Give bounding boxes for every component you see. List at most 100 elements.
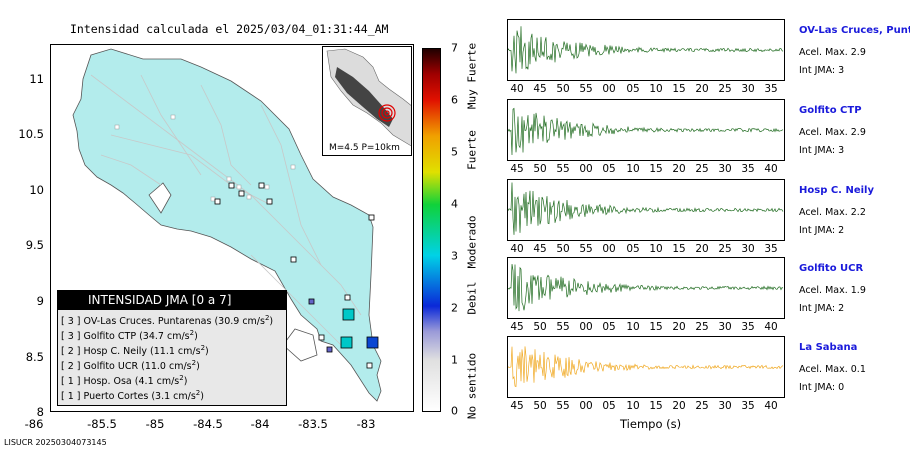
legend-level: [ 2 ] [61, 346, 81, 358]
time-tick: 40 [764, 321, 778, 333]
time-tick: 10 [626, 163, 640, 175]
legend-station: OV-Las Cruces. Puntarenas [83, 316, 212, 328]
legend-row: [ 1 ] Puerto Cortes (3.1 cm/s2) [61, 389, 204, 402]
time-tick: 25 [718, 83, 732, 95]
time-tick: 00 [579, 400, 593, 412]
colorbar-tick: 3 [451, 249, 458, 263]
colorbar-tick: 4 [451, 197, 458, 211]
waveform-line [508, 346, 784, 388]
intensity-colorbar [422, 48, 441, 412]
station-jma-intensity: Int JMA: 3 [799, 65, 845, 76]
category-debil: Debil [465, 281, 479, 315]
time-tick: 30 [718, 321, 732, 333]
map-title: Intensidad calculada el 2025/03/04_01:31… [70, 22, 389, 36]
y-tick: 9 [36, 294, 44, 308]
time-tick: 20 [672, 321, 686, 333]
time-tick: 30 [741, 83, 755, 95]
waveform-line [508, 26, 784, 74]
y-tick: 8.5 [25, 350, 44, 364]
legend-close: ) [196, 361, 200, 373]
time-tick: 35 [764, 83, 778, 95]
time-tick: 30 [718, 163, 732, 175]
gulf-of-nicoya [148, 182, 172, 214]
station-name: Golfito UCR [799, 263, 864, 274]
legend-row: [ 1 ] Hosp. Osa (4.1 cm/s2) [61, 374, 187, 387]
legend-unit-exponent: 2 [195, 389, 201, 397]
station-name: Hosp C. Neily [799, 185, 874, 196]
x-tick: -85.5 [87, 417, 117, 431]
time-tick: 55 [579, 243, 593, 255]
trace-time-ticks: 45 50 55 00 05 10 15 20 25 30 35 40 [507, 321, 785, 335]
land-area [72, 48, 382, 402]
legend-level: [ 3 ] [61, 316, 81, 328]
colorbar-gradient [423, 49, 440, 411]
time-tick: 15 [649, 400, 663, 412]
time-tick: 05 [602, 400, 616, 412]
time-tick: 55 [556, 321, 570, 333]
time-tick: 20 [672, 163, 686, 175]
time-tick: 50 [556, 83, 570, 95]
legend-value: (11.1 cm/s [150, 346, 201, 358]
time-tick: 20 [695, 243, 709, 255]
time-tick: 35 [741, 400, 755, 412]
trace-panel [507, 19, 785, 81]
waveform [508, 346, 784, 388]
time-tick: 00 [579, 163, 593, 175]
legend-row: [ 2 ] Golfito UCR (11.0 cm/s2) [61, 359, 200, 372]
time-tick: 30 [741, 243, 755, 255]
time-tick: 35 [741, 321, 755, 333]
legend-unit-exponent: 2 [189, 329, 195, 337]
epicenter-icon [378, 104, 396, 122]
station-max-accel: Acel. Max. 2.2 [799, 207, 866, 218]
legend-unit-exponent: 2 [191, 359, 197, 367]
time-tick: 30 [718, 400, 732, 412]
time-tick: 05 [626, 83, 640, 95]
x-tick: -85 [145, 417, 165, 431]
legend-level: [ 1 ] [61, 376, 81, 388]
time-tick: 10 [626, 400, 640, 412]
legend-header: INTENSIDAD JMA [0 a 7] [58, 291, 286, 310]
time-tick: 05 [602, 163, 616, 175]
town-markers [114, 114, 296, 202]
colorbar-tick: 1 [451, 353, 458, 367]
inset-map [323, 47, 411, 147]
trace-panel [507, 257, 785, 319]
legend-value: (11.0 cm/s [141, 361, 192, 373]
time-tick: 50 [533, 400, 547, 412]
time-tick: 50 [556, 243, 570, 255]
legend-unit-exponent: 2 [264, 314, 270, 322]
station-max-accel: Acel. Max. 2.9 [799, 127, 866, 138]
time-tick: 15 [649, 321, 663, 333]
time-tick: 40 [764, 400, 778, 412]
category-moderado: Moderado [465, 215, 479, 269]
legend-value: (34.7 cm/s [139, 331, 190, 343]
station-max-accel: Acel. Max. 1.9 [799, 285, 866, 296]
legend-close: ) [194, 331, 198, 343]
time-tick: 45 [510, 321, 524, 333]
legend-close: ) [269, 316, 274, 328]
time-tick: 45 [533, 83, 547, 95]
category-fuerte: Fuerte [465, 130, 479, 170]
time-tick: 25 [718, 243, 732, 255]
time-tick: 00 [602, 243, 616, 255]
waveform-line [508, 182, 784, 235]
legend-row: [ 2 ] Hosp C. Neily (11.1 cm/s2) [61, 344, 209, 357]
trace-panel [507, 179, 785, 241]
legend-close: ) [183, 376, 188, 388]
colorbar-tick: 6 [451, 93, 458, 107]
golfo-dulce [282, 328, 318, 362]
intensity-legend: INTENSIDAD JMA [0 a 7] [ 3 ] OV-Las Cruc… [57, 290, 287, 406]
legend-level: [ 1 ] [61, 391, 81, 403]
time-tick: 25 [695, 163, 709, 175]
trace-time-ticks: 40 45 50 55 00 05 10 15 20 25 30 35 [507, 83, 785, 97]
station-name: OV-Las Cruces, Puntar [799, 25, 910, 36]
colorbar-tick: 7 [451, 41, 458, 55]
time-tick: 45 [510, 163, 524, 175]
waveform [508, 182, 784, 235]
x-tick: -84 [250, 417, 270, 431]
category-muy-fuerte: Muy Fuerte [465, 42, 479, 110]
legend-unit-exponent: 2 [179, 374, 184, 382]
costa-rica-map [72, 48, 382, 402]
time-tick: 05 [626, 243, 640, 255]
legend-value: (4.1 cm/s [134, 376, 180, 388]
